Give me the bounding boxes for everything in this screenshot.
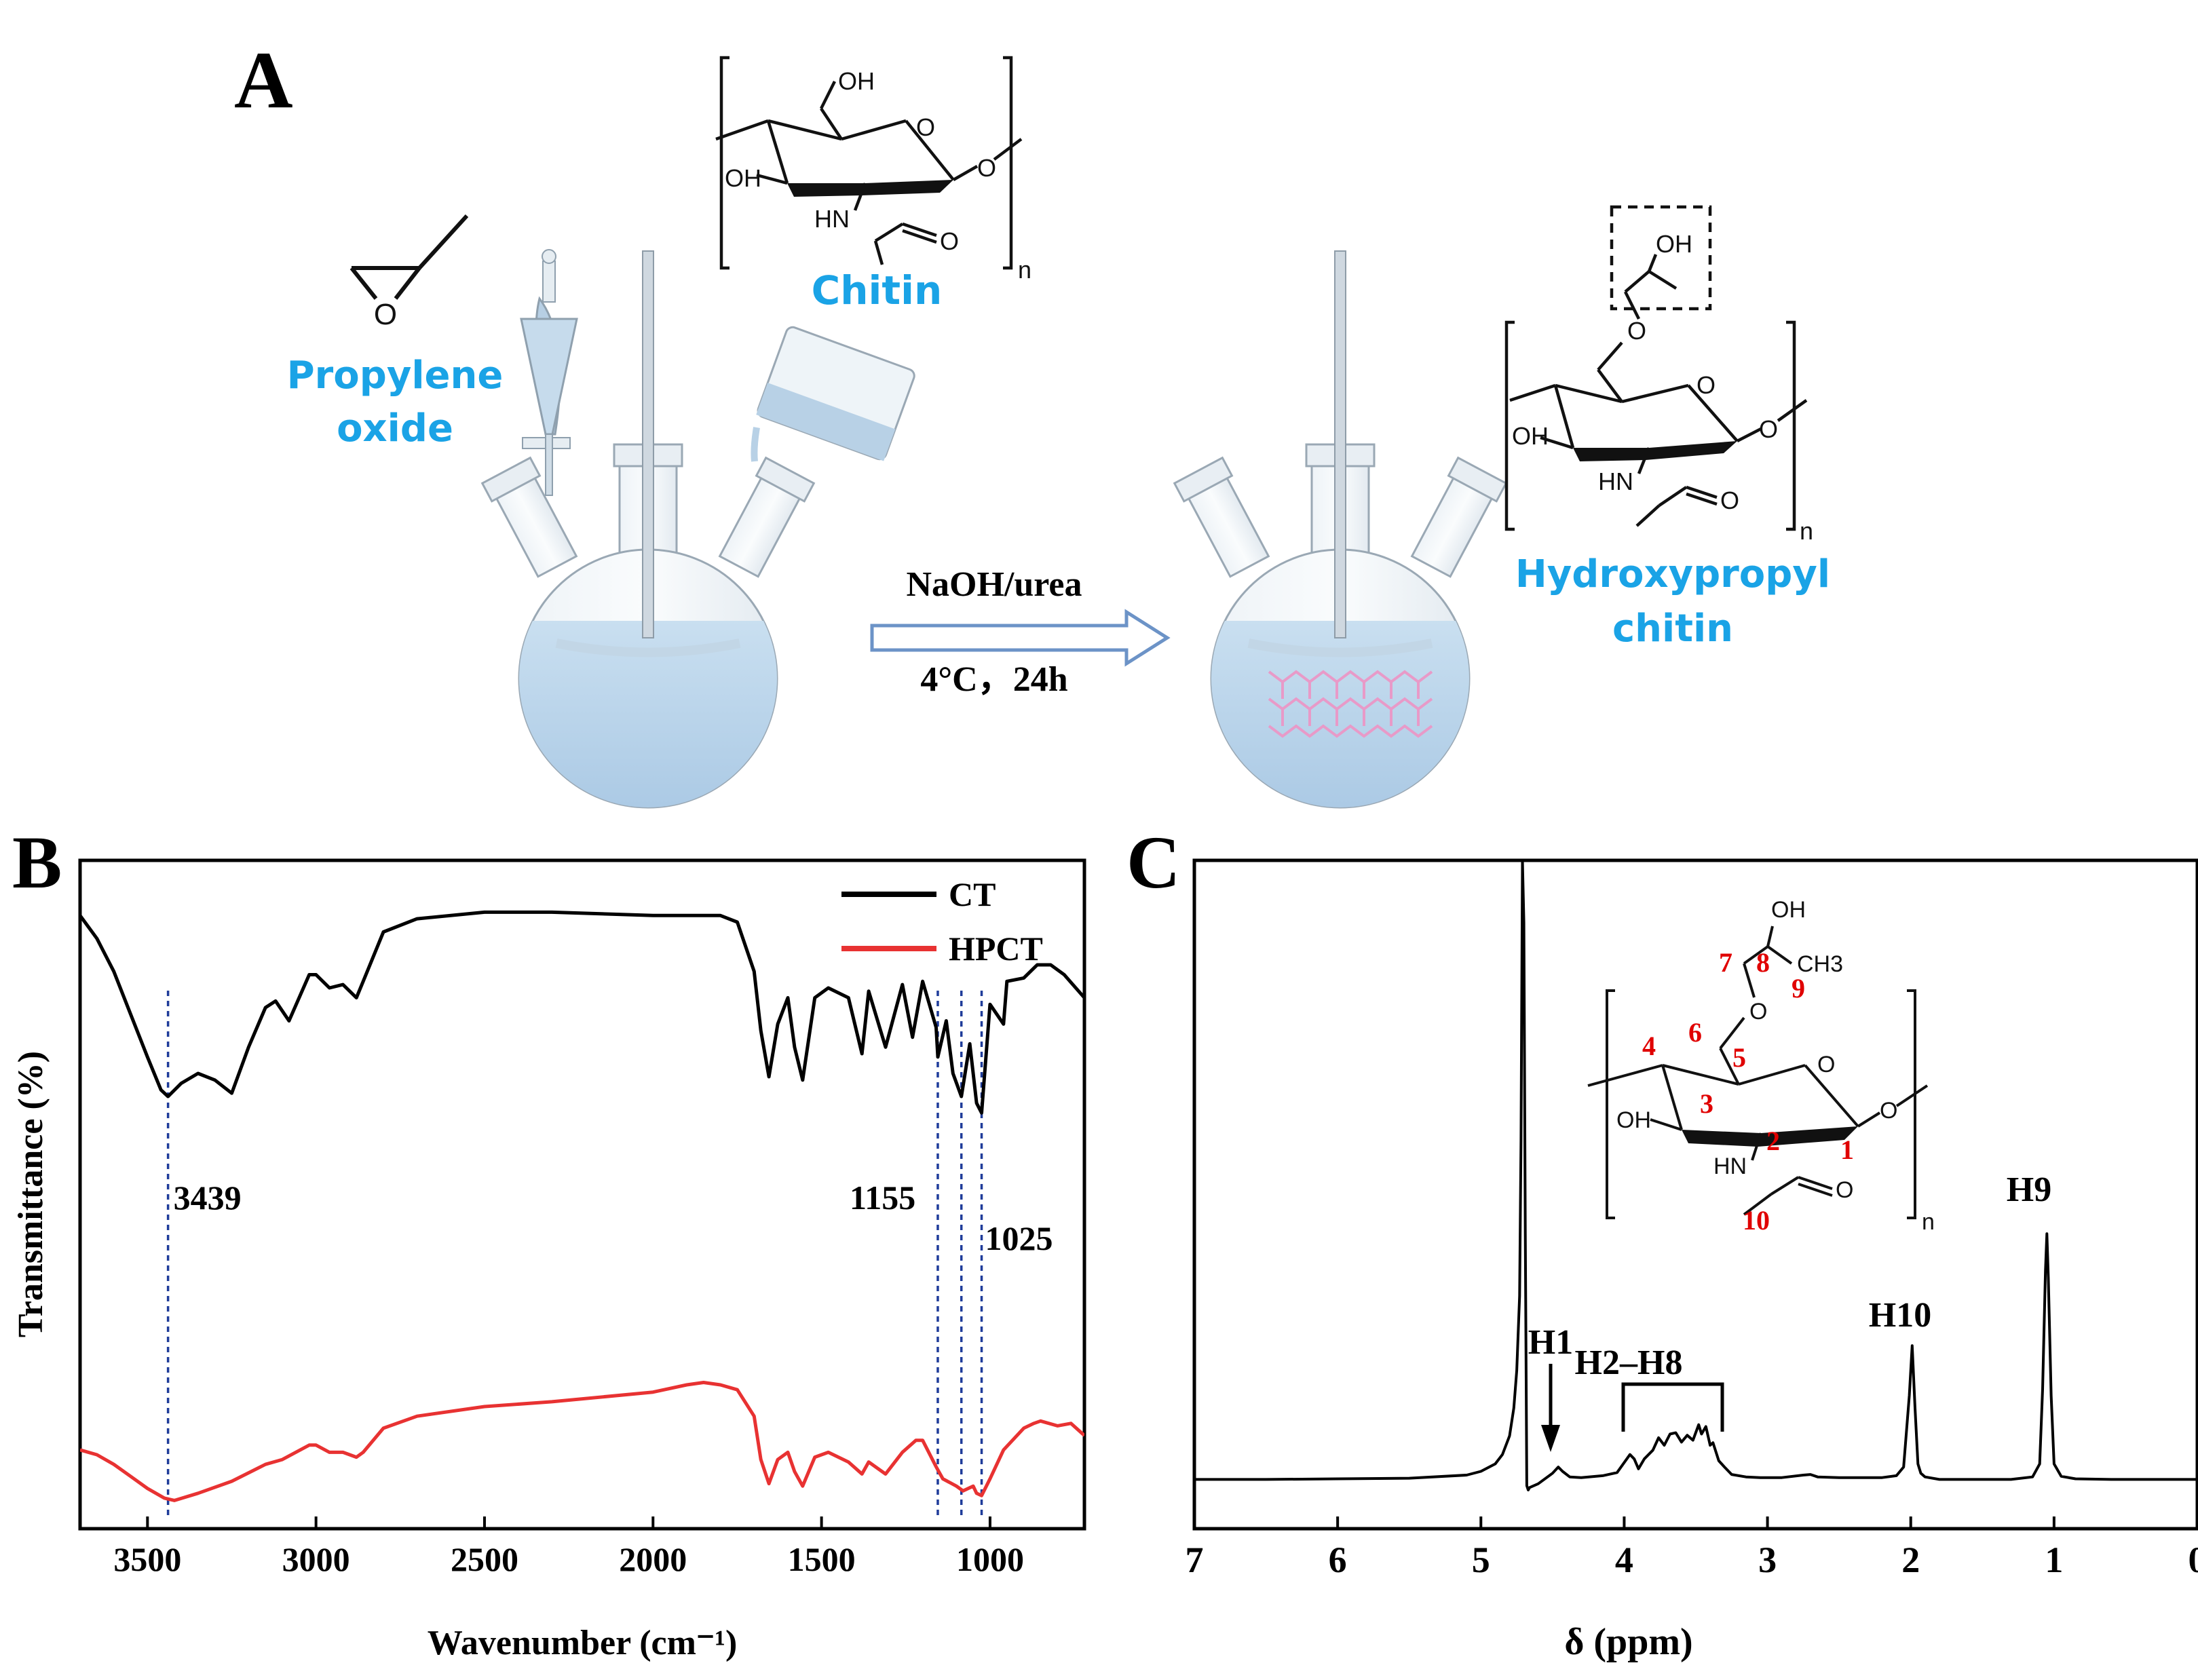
propylene-oxide-label-line1: Propylene [287, 354, 504, 398]
annotation-h10: H10 [1869, 1296, 1931, 1335]
hydrogel-network [1268, 670, 1433, 738]
hpct-ring-o: O [1697, 371, 1716, 399]
chitin-ring-wedge [787, 180, 953, 197]
inset-subscript-n: n [1922, 1209, 1935, 1235]
chitin-label: Chitin [812, 267, 943, 313]
series-line-hpct [80, 1381, 1084, 1502]
panel-a-letter: A [234, 35, 293, 125]
reaction-conditions: 4°C，24h [920, 660, 1067, 699]
hpct-ether-o: O [1627, 317, 1646, 345]
panel-c-xlabel: δ (ppm) [1564, 1621, 1692, 1663]
annotation-h1: H1 [1528, 1323, 1573, 1362]
carbon-number-4: 4 [1642, 1031, 1656, 1061]
propylene-oxide-label-line2: oxide [337, 406, 453, 451]
inset-ring-o: O [1817, 1052, 1835, 1077]
nmr-annotations: H1 H2–H8 H10 H9 [1528, 1170, 2051, 1452]
c-x-tick-label-3: 3 [1758, 1540, 1777, 1580]
legend-label-hpct: HPCT [949, 930, 1043, 968]
x-tick-label-2000: 2000 [619, 1540, 687, 1578]
nmr-spectrum-line [1194, 860, 2197, 1491]
c-x-tick-label-6: 6 [1329, 1540, 1347, 1580]
inset-carbon-numbers: 1 2 3 4 5 6 7 8 9 10 [1642, 947, 1854, 1236]
chitin-oh-top: OH [838, 67, 875, 95]
c-x-tick-label-5: 5 [1472, 1540, 1490, 1580]
annotation-h2-h8: H2–H8 [1575, 1343, 1683, 1382]
panel-b-plot-frame [78, 858, 1086, 1531]
c-x-tick-label-4: 4 [1615, 1540, 1633, 1580]
reaction-flask-left [480, 249, 915, 809]
hydroxypropyl-chitin-label-line2: chitin [1612, 607, 1733, 651]
inset-o-right: O [1880, 1098, 1897, 1124]
reaction-arrow [870, 609, 1171, 667]
x-tick-label-1500: 1500 [788, 1540, 856, 1578]
x-tick-label-3500: 3500 [113, 1540, 181, 1578]
peak-label-1025: 1025 [985, 1219, 1053, 1257]
annotation-h9: H9 [2007, 1170, 2051, 1209]
c-x-tick-label-7: 7 [1186, 1540, 1204, 1580]
carbon-number-2: 2 [1766, 1126, 1780, 1156]
x-tick-label-3000: 3000 [282, 1540, 350, 1578]
panel-a: A O Propylene oxide [234, 35, 1830, 809]
chitin-oh-left: OH [725, 164, 761, 192]
carbon-number-8: 8 [1756, 947, 1770, 978]
inset-oh-top: OH [1771, 897, 1806, 923]
chitin-o-right: O [977, 154, 996, 182]
panel-b-letter: B [12, 821, 62, 904]
panel-b-legend: CT HPCT [841, 875, 1043, 968]
inset-hn: HN [1713, 1153, 1747, 1179]
carbon-number-1: 1 [1840, 1134, 1854, 1165]
panel-b-xlabel: Wavenumber (cm⁻¹) [428, 1624, 738, 1662]
hpct-subscript-n: n [1800, 517, 1813, 545]
c-x-tick-label-2: 2 [1901, 1540, 1920, 1580]
inset-ring-wedge [1682, 1126, 1858, 1147]
reaction-reagent: NaOH/urea [906, 565, 1082, 604]
carbon-number-9: 9 [1792, 973, 1805, 1004]
chitin-hn: HN [814, 205, 850, 233]
chitin-ring-o: O [916, 113, 935, 141]
x-tick-label-1000: 1000 [956, 1540, 1024, 1578]
inset-ch3: CH3 [1797, 951, 1843, 977]
legend-label-ct: CT [949, 875, 996, 913]
peak-label-1155: 1155 [850, 1179, 915, 1217]
annotation-h2-h8-bracket [1621, 1382, 1724, 1432]
hpct-oh-top: OH [1656, 230, 1692, 258]
panel-c-plot-frame [1192, 858, 2198, 1531]
carbon-number-5: 5 [1732, 1042, 1746, 1073]
peak-label-3439: 3439 [174, 1179, 242, 1217]
carbon-number-3: 3 [1700, 1088, 1713, 1119]
carbon-number-6: 6 [1688, 1017, 1702, 1048]
inset-ether-o: O [1749, 999, 1767, 1025]
carbon-number-7: 7 [1719, 947, 1732, 978]
propylene-oxide-o: O [374, 298, 397, 331]
series-line-ct [80, 910, 1084, 1115]
inset-oh-left: OH [1616, 1107, 1651, 1133]
panel-c-letter: C [1126, 821, 1180, 904]
propylene-oxide-structure [349, 214, 469, 300]
hpct-hn: HN [1598, 467, 1633, 495]
panel-b-ylabel: Transmittance (%) [12, 1051, 50, 1337]
panel-b-ftir-chart: B 3500 3000 2500 2000 1500 1000 3439 11551025 … [12, 821, 1086, 1662]
hpct-numbered-structure [1587, 925, 1929, 1219]
hpct-o-right: O [1759, 415, 1778, 443]
c-x-tick-label-0: 0 [2188, 1540, 2198, 1580]
inset-carbonyl-o: O [1836, 1177, 1853, 1203]
hydroxypropyl-chitin-label-line1: Hydroxypropyl [1515, 552, 1830, 596]
hpct-ring-wedge [1573, 441, 1737, 461]
reaction-flask-right [1173, 250, 1508, 809]
chitin-subscript-n: n [1018, 256, 1031, 284]
carbon-number-10: 10 [1743, 1205, 1770, 1236]
hpct-carbonyl-o: O [1720, 486, 1739, 514]
x-tick-label-2500: 2500 [451, 1540, 518, 1578]
annotation-h1-arrowhead [1541, 1425, 1560, 1452]
chitin-carbonyl-o: O [940, 227, 959, 255]
hydroxypropyl-chitin-structure [1504, 205, 1808, 531]
hpct-oh-left: OH [1512, 422, 1549, 450]
c-x-tick-label-1: 1 [2045, 1540, 2063, 1580]
